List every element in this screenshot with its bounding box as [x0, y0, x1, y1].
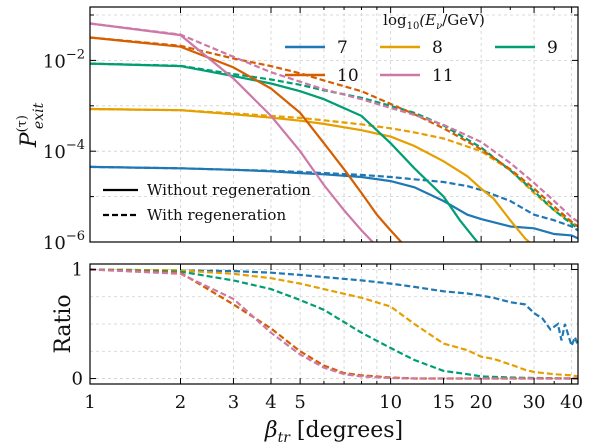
y-tick-label: 10−4: [43, 138, 85, 163]
series-9-without-regeneration: [90, 62, 479, 242]
legend-solid-label: Without regeneration: [147, 181, 311, 199]
x-tick-label: 10: [379, 392, 402, 413]
series-11-with-regeneration: [90, 22, 578, 223]
series-7-without-regeneration: [90, 165, 578, 240]
series-8-without-regeneration: [90, 107, 531, 242]
legend-label-11: 11: [432, 66, 454, 86]
series-11-without-regeneration: [90, 22, 375, 242]
x-tick-label: 20: [470, 392, 493, 413]
series-lines: [90, 22, 578, 242]
x-tick-label: 15: [432, 392, 455, 413]
legend-dashed-label: With regeneration: [147, 206, 286, 224]
y-tick-label: 1: [72, 259, 83, 280]
legend-label-9: 9: [547, 38, 558, 58]
legend-label-8: 8: [432, 38, 443, 58]
x-tick-label: 2: [175, 392, 186, 413]
ratio-lines: [90, 268, 578, 380]
ratio-series-8: [90, 268, 578, 378]
series-9-with-regeneration: [90, 62, 578, 230]
ratio-series-10: [90, 268, 578, 380]
x-tick-label: 1: [84, 392, 95, 413]
x-tick-label: 3: [228, 392, 239, 413]
exit-probability-panel: 10−6 10−4 10−2 P(τ)exit log10(Eν/GeV) 7 8 9 10 11…: [15, 6, 579, 254]
y-tick-label: 10−2: [43, 47, 85, 72]
ratio-series-7: [90, 268, 578, 350]
series-10-with-regeneration: [90, 36, 578, 228]
legend-label-10: 10: [337, 66, 359, 86]
y-tick-label: 0: [72, 369, 83, 390]
series-10-without-regeneration: [90, 36, 403, 242]
plot-frame: [89, 263, 579, 385]
x-tick-label: 4: [265, 392, 276, 413]
y-axis-label: P(τ)exit: [15, 102, 47, 148]
y-tick-label: 10−6: [43, 229, 85, 254]
x-tick-label: 40: [560, 392, 583, 413]
legend-title: log10(Eν/GeV): [383, 11, 485, 32]
ratio-series-11: [90, 268, 578, 380]
legend-label-7: 7: [337, 38, 348, 58]
plot-frame: [89, 6, 579, 243]
series-8-with-regeneration: [90, 107, 578, 228]
x-tick-label: 30: [523, 392, 546, 413]
series-7-with-regeneration: [90, 165, 578, 232]
x-tick-label: 5: [294, 392, 305, 413]
y-axis-label: Ratio: [51, 294, 76, 353]
x-axis-label: βtr [degrees]: [264, 418, 403, 445]
